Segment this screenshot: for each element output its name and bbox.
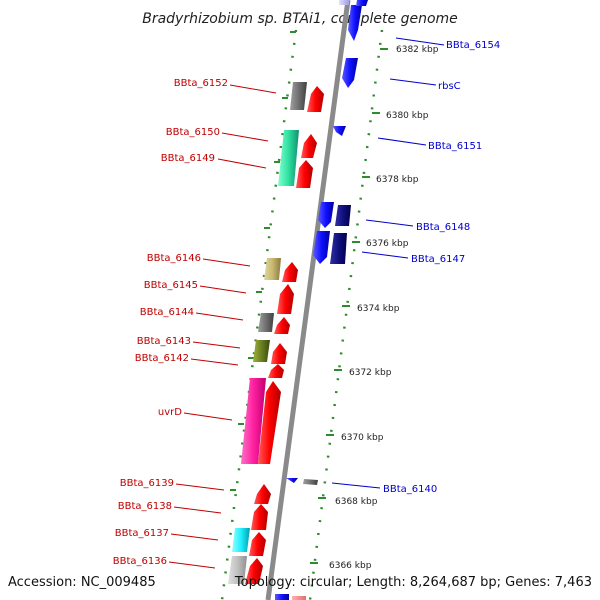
label-bbta-6149[interactable]: BBta_6149 [161, 153, 215, 164]
label-bbta-6140[interactable]: BBta_6140 [383, 484, 437, 495]
tick-label: 6368 kbp [335, 497, 378, 507]
leader-line [173, 506, 222, 514]
tick-label: 6370 kbp [341, 433, 384, 443]
label-bbta-6150[interactable]: BBta_6150 [166, 127, 220, 138]
label-bbta-6143[interactable]: BBta_6143 [137, 336, 191, 347]
leader-line [217, 158, 267, 169]
label-bbta-6138[interactable]: BBta_6138 [118, 501, 172, 512]
gene-bottom-salmon[interactable] [292, 596, 306, 600]
gene-bbta-6144-red[interactable] [274, 317, 290, 334]
label-uvrd[interactable]: uvrD [158, 407, 182, 418]
tick-label: 6378 kbp [376, 175, 419, 185]
left-gene-labels: BBta_6152 BBta_6150 BBta_6149 BBta_6146 … [113, 78, 277, 569]
tick-label: 6374 kbp [357, 304, 400, 314]
leader-line [168, 561, 216, 569]
leader-line [199, 285, 247, 294]
leader-line [331, 482, 381, 489]
gene-bbta-6150[interactable] [278, 130, 299, 186]
tick-label: 6380 kbp [386, 111, 429, 121]
gene-bbta-6140b[interactable] [303, 479, 318, 485]
leader-line [195, 312, 244, 321]
leader-line [202, 258, 251, 267]
gene-bbta-6136[interactable] [228, 556, 247, 584]
label-rbsc[interactable]: rbsC [438, 81, 461, 92]
leader-line [395, 37, 445, 46]
leader-line [365, 219, 414, 227]
inner-guide-line [220, 29, 298, 600]
gene-bbta-6146-red[interactable] [282, 262, 298, 282]
outer-guide-line [308, 29, 384, 600]
gene-bbta-6136-red[interactable] [245, 558, 263, 584]
leader-line [175, 483, 225, 491]
label-bbta-6144[interactable]: BBta_6144 [140, 307, 194, 318]
topology-text: Topology: circular; Length: 8,264,687 bp… [234, 575, 592, 590]
label-bbta-6145[interactable]: BBta_6145 [144, 280, 198, 291]
scale-ticks: 6382 kbp 6380 kbp 6378 kbp 6376 kbp 6374… [310, 45, 439, 571]
gene-bbta-6148a[interactable] [318, 202, 334, 228]
gene-bbta-6150-red[interactable] [301, 134, 317, 158]
label-bbta-6151[interactable]: BBta_6151 [428, 141, 482, 152]
leader-line [389, 78, 437, 86]
gene-bbta-6151[interactable] [333, 126, 346, 136]
label-bbta-6146[interactable]: BBta_6146 [147, 253, 201, 264]
genome-backbone [265, 0, 351, 600]
tick-label: 6372 kbp [349, 368, 392, 378]
label-bbta-6139[interactable]: BBta_6139 [120, 478, 174, 489]
gene-bbta-6145[interactable] [277, 284, 294, 314]
forward-strand-genes [228, 0, 349, 584]
label-bbta-6147[interactable]: BBta_6147 [411, 254, 465, 265]
gene-bbta-6144[interactable] [258, 313, 274, 332]
label-bbta-6148[interactable]: BBta_6148 [416, 222, 470, 233]
gene-bbta-6154-top[interactable] [356, 0, 368, 6]
leader-line [192, 341, 241, 349]
label-bbta-6136[interactable]: BBta_6136 [113, 556, 167, 567]
gene-bbta-6137[interactable] [232, 528, 250, 552]
gene-bbta-6143[interactable] [253, 340, 270, 362]
leader-line [190, 358, 239, 366]
gene-bbta-6149-red[interactable] [296, 160, 313, 188]
leader-line [170, 533, 219, 541]
gene-bbta-6138[interactable] [251, 504, 268, 530]
tick-label: 6366 kbp [329, 561, 372, 571]
gene-bbta-6152-red[interactable] [307, 86, 324, 112]
gene-uvrd[interactable] [241, 378, 266, 464]
leader-line [377, 137, 427, 146]
gene-bbta-6139[interactable] [254, 484, 271, 504]
label-bbta-6137[interactable]: BBta_6137 [115, 528, 169, 539]
leader-line [221, 132, 269, 142]
gene-bbta-6142[interactable] [268, 364, 284, 378]
reverse-strand-genes [275, 0, 368, 600]
gene-bbta-6154[interactable] [348, 5, 362, 41]
label-bbta-6154[interactable]: BBta_6154 [446, 40, 500, 51]
gene-bbta-6147a[interactable] [313, 231, 330, 264]
label-bbta-6142[interactable]: BBta_6142 [135, 353, 189, 364]
gene-bbta-6143-red[interactable] [271, 343, 287, 364]
gene-bbta-6137-red[interactable] [249, 532, 266, 556]
right-gene-labels: BBta_6154 rbsC BBta_6151 BBta_6148 BBta_… [331, 37, 500, 495]
gene-rbsc[interactable] [342, 58, 358, 88]
gene-top-lavender[interactable] [339, 0, 349, 5]
map-title: Bradyrhizobium sp. BTAi1, complete genom… [142, 11, 458, 27]
gene-bbta-6147b[interactable] [330, 233, 347, 264]
gene-bbta-6148b[interactable] [335, 205, 351, 226]
tick-label: 6382 kbp [396, 45, 439, 55]
label-bbta-6152[interactable]: BBta_6152 [174, 78, 228, 89]
gene-bottom-blue[interactable] [275, 594, 289, 600]
leader-line [183, 412, 233, 421]
gene-uvrd-red[interactable] [258, 381, 281, 464]
leader-line [229, 84, 277, 94]
accession-text: Accession: NC_009485 [8, 575, 156, 590]
gene-bbta-6140a[interactable] [286, 478, 298, 483]
gene-bbta-6152[interactable] [290, 82, 307, 110]
gene-bbta-6146[interactable] [264, 258, 281, 280]
inner-tick-dashes [230, 31, 296, 491]
leader-line [361, 251, 409, 259]
tick-label: 6376 kbp [366, 239, 409, 249]
